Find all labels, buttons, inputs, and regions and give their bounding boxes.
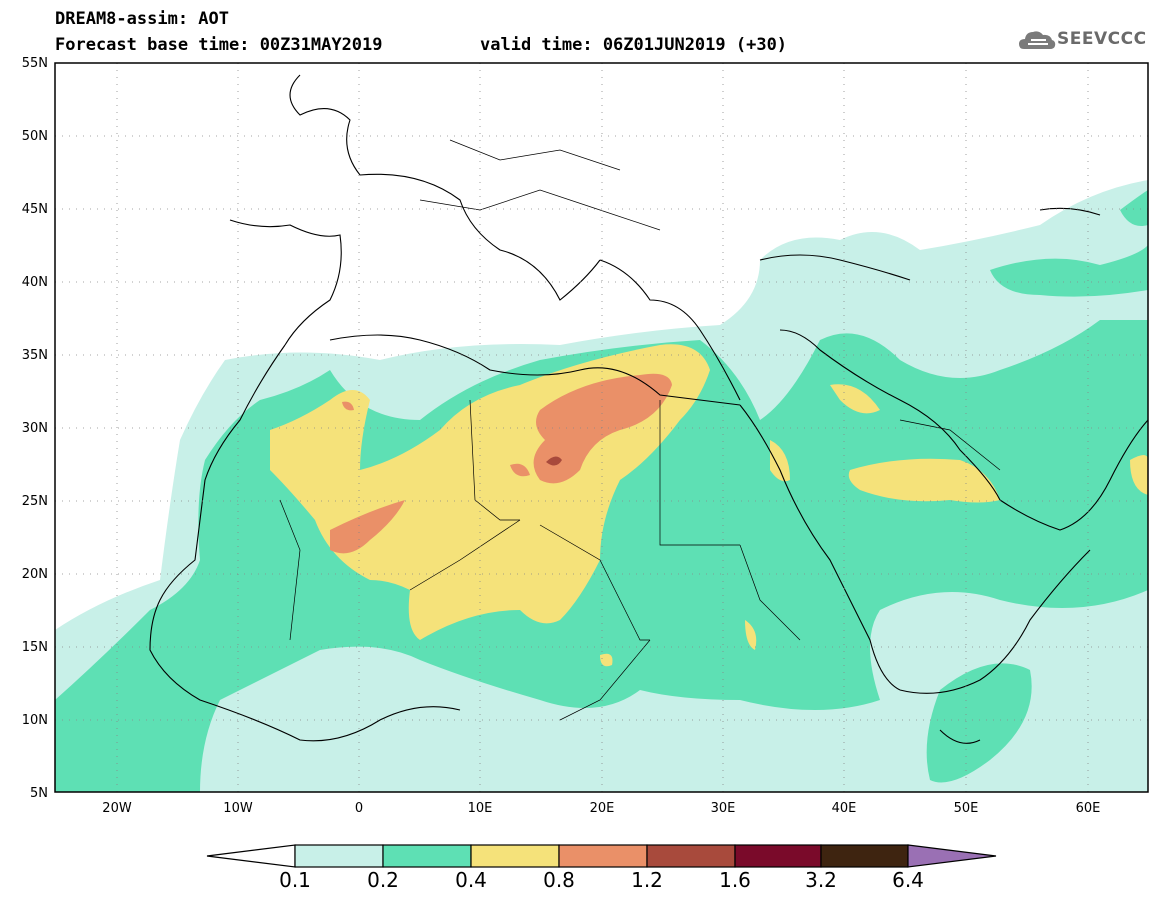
colorbar-label: 0.2 <box>367 868 399 892</box>
colorbar-bin <box>382 844 472 868</box>
forecast-base-time: Forecast base time: 00Z31MAY2019 <box>55 35 383 55</box>
colorbar-bin <box>470 844 560 868</box>
colorbar-label: 0.4 <box>455 868 487 892</box>
cloud-icon <box>1019 31 1056 49</box>
aot-shading <box>55 63 1148 792</box>
product-title: DREAM8-assim: AOT <box>55 9 229 29</box>
lat-label: 30N <box>22 421 48 436</box>
coastlines <box>149 74 1148 744</box>
colorbar-bin <box>734 844 822 868</box>
lon-label: 0 <box>355 801 363 816</box>
lon-label: 20W <box>102 801 132 816</box>
colorbar-label: 0.1 <box>279 868 311 892</box>
colorbar-bin <box>820 844 909 868</box>
lat-label: 35N <box>22 348 48 363</box>
latitude-axis: 55N 50N 45N 40N 35N 30N 25N 20N 15N 10N … <box>22 56 48 801</box>
lat-label: 25N <box>22 494 48 509</box>
colorbar-low-arrow <box>206 844 296 868</box>
lat-label: 40N <box>22 275 48 290</box>
colorbar-label: 3.2 <box>805 868 837 892</box>
lat-label: 10N <box>22 713 48 728</box>
lon-label: 40E <box>832 801 857 816</box>
longitude-axis: 20W 10W 0 10E 20E 30E 40E 50E 60E <box>102 801 1100 816</box>
lon-label: 60E <box>1076 801 1101 816</box>
lat-label: 15N <box>22 640 48 655</box>
country-borders <box>279 139 1001 721</box>
lon-label: 10E <box>468 801 493 816</box>
aot-level-1-2 <box>546 456 562 466</box>
colorbar-label: 0.8 <box>543 868 575 892</box>
logo-text: SEEVCCC <box>1057 29 1147 49</box>
lat-label: 50N <box>22 129 48 144</box>
lon-label: 20E <box>590 801 615 816</box>
lat-label: 5N <box>30 786 48 801</box>
colorbar-label: 1.2 <box>631 868 663 892</box>
colorbar-high-arrow <box>907 844 997 868</box>
lat-label: 45N <box>22 202 48 217</box>
valid-time: valid time: 06Z01JUN2019 (+30) <box>480 35 788 55</box>
lon-label: 50E <box>954 801 979 816</box>
colorbar-label: 1.6 <box>719 868 751 892</box>
graticule <box>55 63 1148 792</box>
lon-label: 10W <box>223 801 253 816</box>
colorbar <box>206 844 997 868</box>
colorbar-bin <box>558 844 648 868</box>
colorbar-bin <box>646 844 736 868</box>
lat-label: 20N <box>22 567 48 582</box>
aot-level-0-8 <box>330 373 672 554</box>
colorbar-label: 6.4 <box>892 868 924 892</box>
lat-label: 55N <box>22 56 48 71</box>
lon-label: 30E <box>711 801 736 816</box>
colorbar-bin <box>294 844 384 868</box>
map-frame <box>54 62 1149 793</box>
